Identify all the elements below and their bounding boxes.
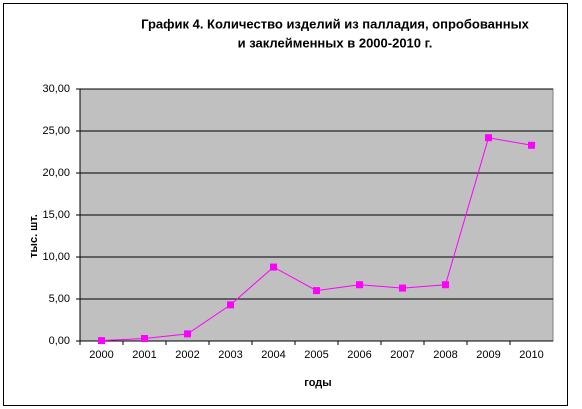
- data-marker: [313, 287, 320, 295]
- data-marker: [442, 281, 449, 289]
- data-marker: [399, 284, 406, 292]
- data-marker: [98, 337, 105, 345]
- x-tick-label: 2008: [433, 349, 457, 361]
- data-marker: [227, 301, 234, 309]
- x-tick-label: 2007: [390, 349, 414, 361]
- chart-title: и заклейменных в 2000-2010 г.: [238, 35, 433, 50]
- y-tick-label: 20,00: [42, 167, 70, 179]
- data-marker: [485, 134, 492, 142]
- data-marker: [184, 330, 191, 338]
- x-tick-label: 2009: [476, 349, 500, 361]
- data-marker: [141, 334, 148, 342]
- x-tick-label: 2003: [218, 349, 242, 361]
- x-tick-label: 2006: [347, 349, 371, 361]
- y-tick-label: 15,00: [42, 209, 70, 221]
- x-tick-label: 2001: [132, 349, 156, 361]
- x-tick-label: 2005: [304, 349, 328, 361]
- data-marker: [270, 263, 277, 271]
- x-tick-label: 2004: [261, 349, 285, 361]
- y-tick-label: 10,00: [42, 251, 70, 263]
- y-tick-label: 0,00: [49, 335, 70, 347]
- x-tick-label: 2000: [89, 349, 113, 361]
- x-tick-label: 2010: [519, 349, 543, 361]
- data-marker: [356, 281, 363, 289]
- chart-title: График 4. Количество изделий из палладия…: [141, 16, 530, 31]
- y-axis-title: тыс. шт.: [28, 214, 40, 258]
- y-tick-label: 5,00: [49, 293, 70, 305]
- y-tick-label: 30,00: [42, 83, 70, 95]
- x-axis-title: годы: [304, 377, 331, 389]
- data-marker: [528, 141, 535, 149]
- x-tick-label: 2002: [175, 349, 199, 361]
- y-tick-label: 25,00: [42, 125, 70, 137]
